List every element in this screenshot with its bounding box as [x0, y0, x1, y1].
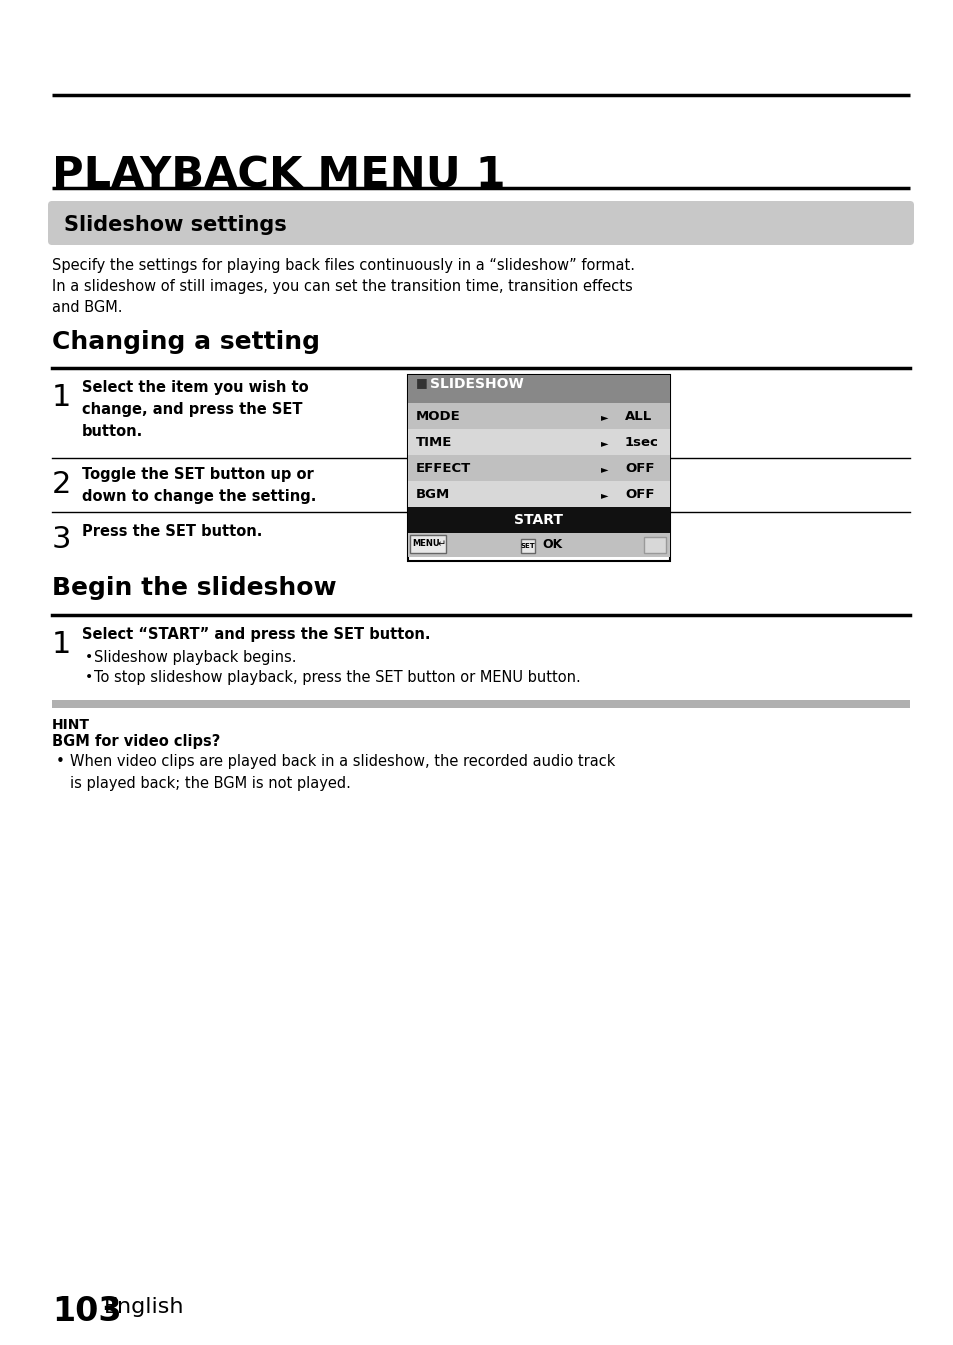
- Text: 1sec: 1sec: [624, 437, 659, 449]
- Text: ↵: ↵: [437, 539, 446, 549]
- Bar: [408, 507, 669, 533]
- Text: Changing a setting: Changing a setting: [52, 330, 319, 354]
- Text: Select the item you wish to
change, and press the SET
button.: Select the item you wish to change, and …: [82, 381, 309, 440]
- Text: HINT: HINT: [52, 718, 90, 732]
- Bar: [52, 699, 909, 707]
- Bar: [643, 537, 665, 553]
- Text: To stop slideshow playback, press the SET button or MENU button.: To stop slideshow playback, press the SE…: [94, 670, 580, 685]
- Bar: [408, 455, 669, 482]
- Bar: [408, 482, 669, 507]
- Text: START: START: [514, 512, 563, 527]
- Text: 3: 3: [52, 525, 71, 554]
- Text: PLAYBACK MENU 1: PLAYBACK MENU 1: [52, 155, 505, 196]
- Text: 1: 1: [52, 629, 71, 659]
- Bar: [408, 404, 669, 429]
- Text: BGM for video clips?: BGM for video clips?: [52, 734, 220, 749]
- Text: MODE: MODE: [416, 410, 460, 424]
- Text: Slideshow settings: Slideshow settings: [64, 215, 287, 235]
- Text: Specify the settings for playing back files continuously in a “slideshow” format: Specify the settings for playing back fi…: [52, 258, 635, 315]
- Text: 2: 2: [52, 469, 71, 499]
- Text: ►: ►: [600, 412, 608, 422]
- Text: TIME: TIME: [416, 437, 452, 449]
- Bar: [408, 429, 669, 455]
- Text: MENU: MENU: [412, 539, 439, 549]
- Text: Slideshow playback begins.: Slideshow playback begins.: [94, 650, 296, 664]
- FancyBboxPatch shape: [48, 200, 913, 245]
- Text: ►: ►: [600, 490, 608, 500]
- Text: Toggle the SET button up or
down to change the setting.: Toggle the SET button up or down to chan…: [82, 467, 316, 504]
- Text: ►: ►: [600, 464, 608, 473]
- Text: •: •: [85, 650, 93, 664]
- Text: ALL: ALL: [624, 410, 652, 424]
- Bar: [410, 535, 446, 553]
- Text: SLIDESHOW: SLIDESHOW: [430, 377, 523, 391]
- Bar: [408, 375, 669, 561]
- Text: OFF: OFF: [624, 463, 654, 476]
- Text: •: •: [85, 670, 93, 685]
- Text: SET: SET: [520, 543, 535, 549]
- Text: EFFECT: EFFECT: [416, 463, 471, 476]
- Text: OK: OK: [541, 538, 561, 550]
- Text: Begin the slideshow: Begin the slideshow: [52, 576, 336, 600]
- Bar: [408, 375, 669, 404]
- Text: 1: 1: [52, 383, 71, 412]
- Text: OFF: OFF: [624, 488, 654, 502]
- Bar: [408, 533, 669, 557]
- Text: 103: 103: [52, 1295, 121, 1328]
- Text: Select “START” and press the SET button.: Select “START” and press the SET button.: [82, 627, 430, 642]
- Text: •: •: [56, 755, 65, 769]
- Text: ►: ►: [600, 438, 608, 448]
- Text: ■: ■: [416, 377, 427, 389]
- Bar: [520, 539, 535, 553]
- Text: When video clips are played back in a slideshow, the recorded audio track
is pla: When video clips are played back in a sl…: [70, 755, 615, 791]
- Text: BGM: BGM: [416, 488, 450, 502]
- Text: Press the SET button.: Press the SET button.: [82, 525, 262, 539]
- Text: English: English: [104, 1297, 184, 1317]
